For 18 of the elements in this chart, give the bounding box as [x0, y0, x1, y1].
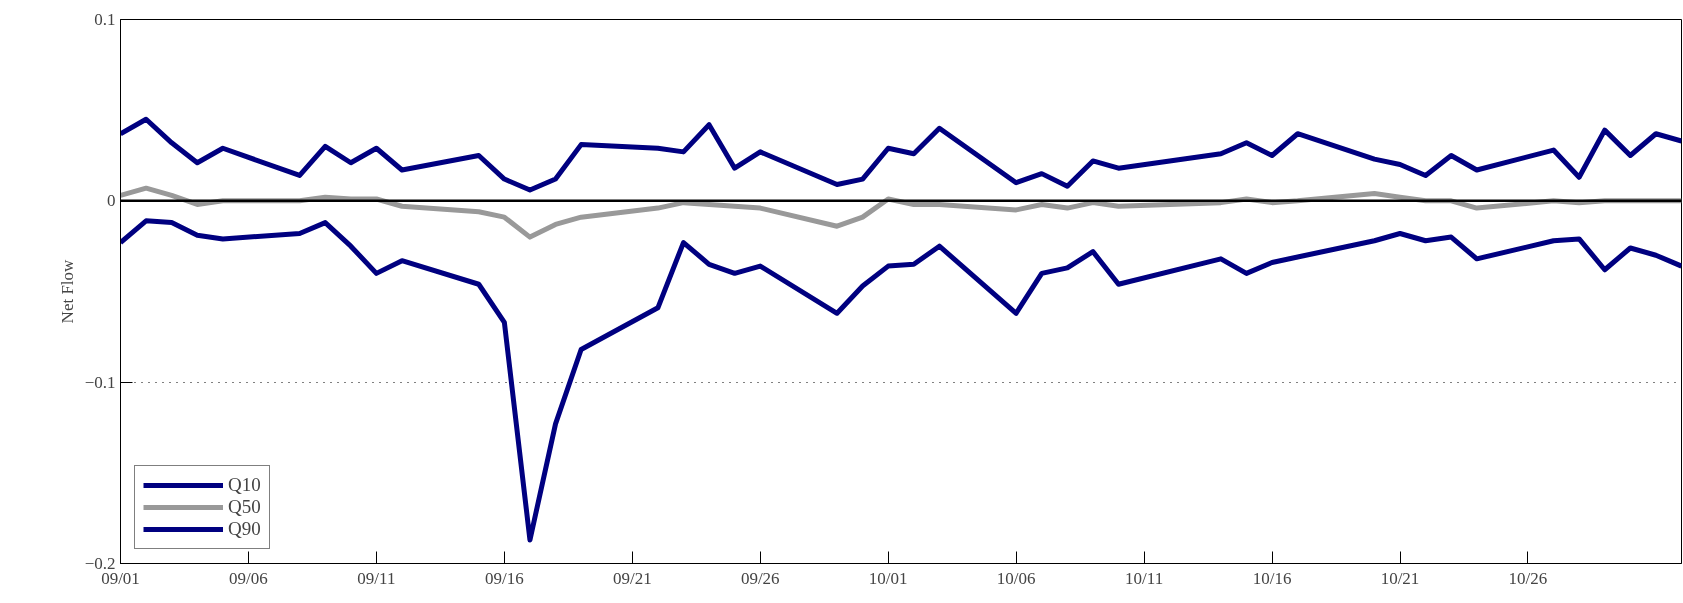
x-tick-label: 09/26 — [740, 568, 780, 588]
x-tick-label: 10/16 — [1252, 568, 1292, 588]
x-tick-label: 10/06 — [996, 568, 1036, 588]
y-tick-label: 0.1 — [94, 10, 116, 29]
legend-label: Q10 — [228, 474, 261, 496]
y-axis-title: Net Flow — [57, 258, 77, 324]
legend-label: Q50 — [228, 496, 261, 518]
x-tick-label: 09/16 — [484, 568, 524, 588]
x-tick-label: 09/06 — [229, 568, 268, 588]
x-tick-label: 10/21 — [1380, 568, 1420, 588]
y-tick-label: 0 — [107, 191, 116, 211]
x-tick-label: 10/26 — [1508, 568, 1548, 588]
x-tick-label: 09/21 — [612, 568, 652, 588]
x-tick-label: 09/11 — [357, 568, 396, 588]
legend-label: Q90 — [228, 518, 261, 540]
y-tick-label: −0.1 — [84, 372, 116, 392]
x-tick-label: 10/01 — [868, 568, 908, 588]
x-tick-label: 10/11 — [1125, 568, 1164, 588]
